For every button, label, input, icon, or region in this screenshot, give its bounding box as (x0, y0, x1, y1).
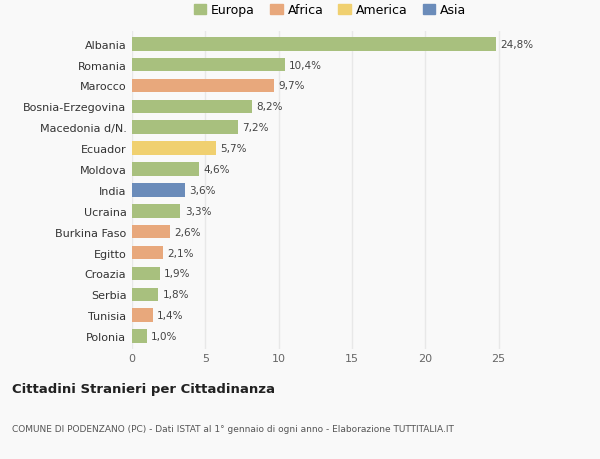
Text: 5,7%: 5,7% (220, 144, 247, 154)
Text: 1,4%: 1,4% (157, 310, 184, 320)
Bar (132, 142, 215, 156)
Text: 3,6%: 3,6% (189, 185, 216, 196)
Bar (132, 205, 181, 218)
Text: 1,8%: 1,8% (163, 290, 190, 300)
Bar (132, 163, 199, 176)
Bar (132, 246, 163, 260)
Bar (132, 101, 252, 114)
Text: 10,4%: 10,4% (289, 61, 322, 71)
Bar (132, 330, 146, 343)
Text: 2,6%: 2,6% (175, 227, 201, 237)
Text: Cittadini Stranieri per Cittadinanza: Cittadini Stranieri per Cittadinanza (12, 382, 275, 396)
Bar (132, 288, 158, 302)
Text: 7,2%: 7,2% (242, 123, 269, 133)
Text: 1,9%: 1,9% (164, 269, 191, 279)
Bar (132, 79, 274, 93)
Text: 2,1%: 2,1% (167, 248, 194, 258)
Bar (132, 309, 152, 322)
Bar (132, 38, 496, 51)
Text: 1,0%: 1,0% (151, 331, 178, 341)
Text: COMUNE DI PODENZANO (PC) - Dati ISTAT al 1° gennaio di ogni anno - Elaborazione : COMUNE DI PODENZANO (PC) - Dati ISTAT al… (12, 425, 454, 433)
Bar (132, 267, 160, 280)
Bar (132, 225, 170, 239)
Bar (132, 59, 284, 72)
Text: 24,8%: 24,8% (500, 39, 533, 50)
Text: 4,6%: 4,6% (204, 165, 230, 174)
Text: 9,7%: 9,7% (278, 81, 305, 91)
Text: 8,2%: 8,2% (257, 102, 283, 112)
Bar (132, 121, 238, 135)
Legend: Europa, Africa, America, Asia: Europa, Africa, America, Asia (191, 1, 469, 20)
Bar (132, 184, 185, 197)
Text: 3,3%: 3,3% (185, 207, 211, 216)
